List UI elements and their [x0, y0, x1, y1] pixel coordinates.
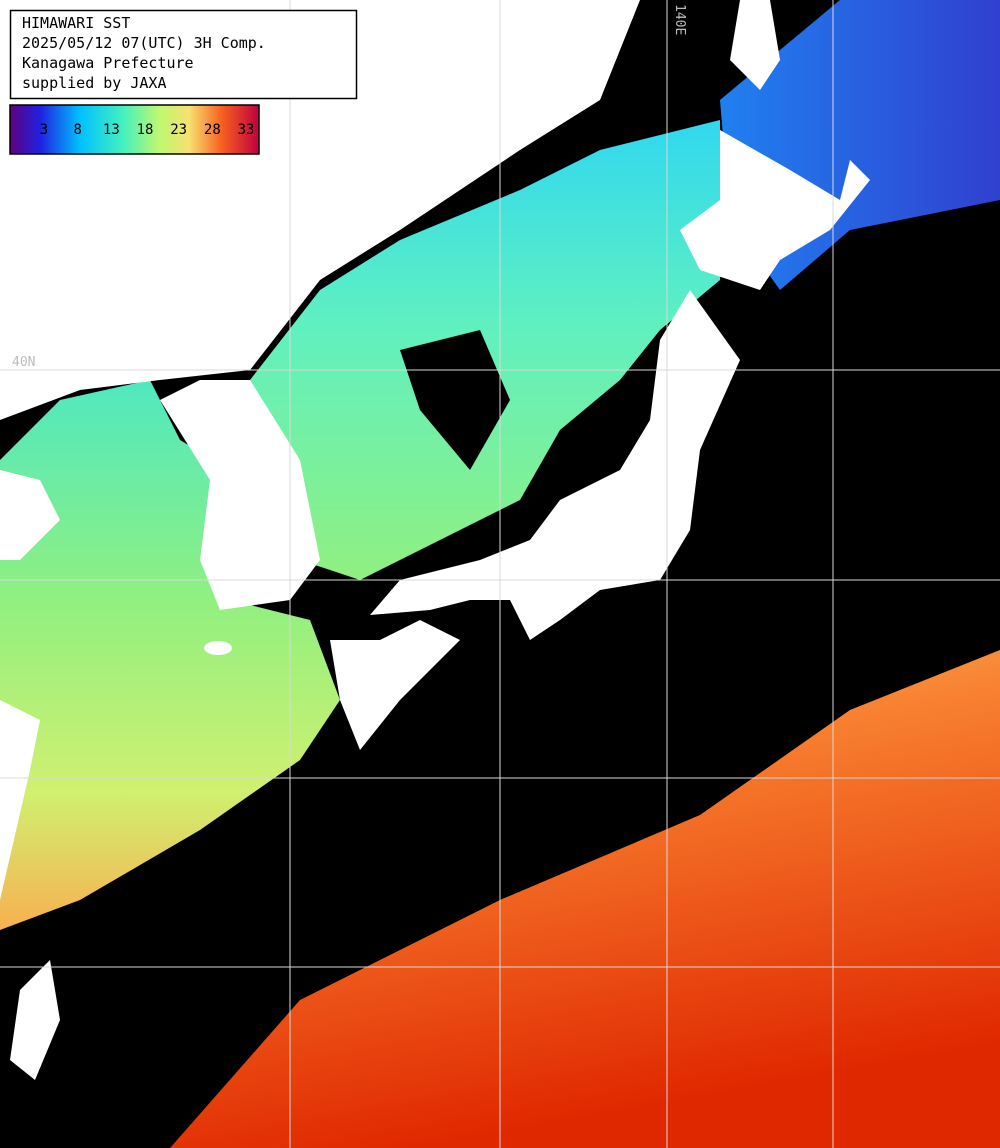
colorbar-tick-label: 3	[40, 122, 48, 138]
colorbar: 3 8 13 18 23 28 33	[9, 104, 260, 155]
colorbar-tick-label: 18	[137, 122, 154, 138]
header-background	[9, 9, 358, 100]
header-line: Kanagawa Prefecture	[22, 54, 194, 72]
lat-label: 40N	[12, 355, 35, 370]
colorbar-tick-label: 28	[204, 122, 221, 138]
colorbar-tick-label: 8	[73, 122, 81, 138]
lon-label: 140E	[672, 4, 687, 35]
header-box: HIMAWARI SST 2025/05/12 07(UTC) 3H Comp.…	[9, 9, 358, 100]
header-line: HIMAWARI SST	[22, 14, 130, 32]
colorbar-gradient	[9, 104, 260, 155]
header-line: supplied by JAXA	[22, 74, 167, 92]
colorbar-tick-label: 33	[238, 122, 255, 138]
cloud	[400, 330, 510, 470]
pacific-sst	[170, 650, 1000, 1148]
header-line: 2025/05/12 07(UTC) 3H Comp.	[22, 34, 266, 52]
colorbar-tick-label: 13	[103, 122, 120, 138]
east-china-sea-sst	[0, 380, 340, 930]
colorbar-tick-label: 23	[170, 122, 187, 138]
